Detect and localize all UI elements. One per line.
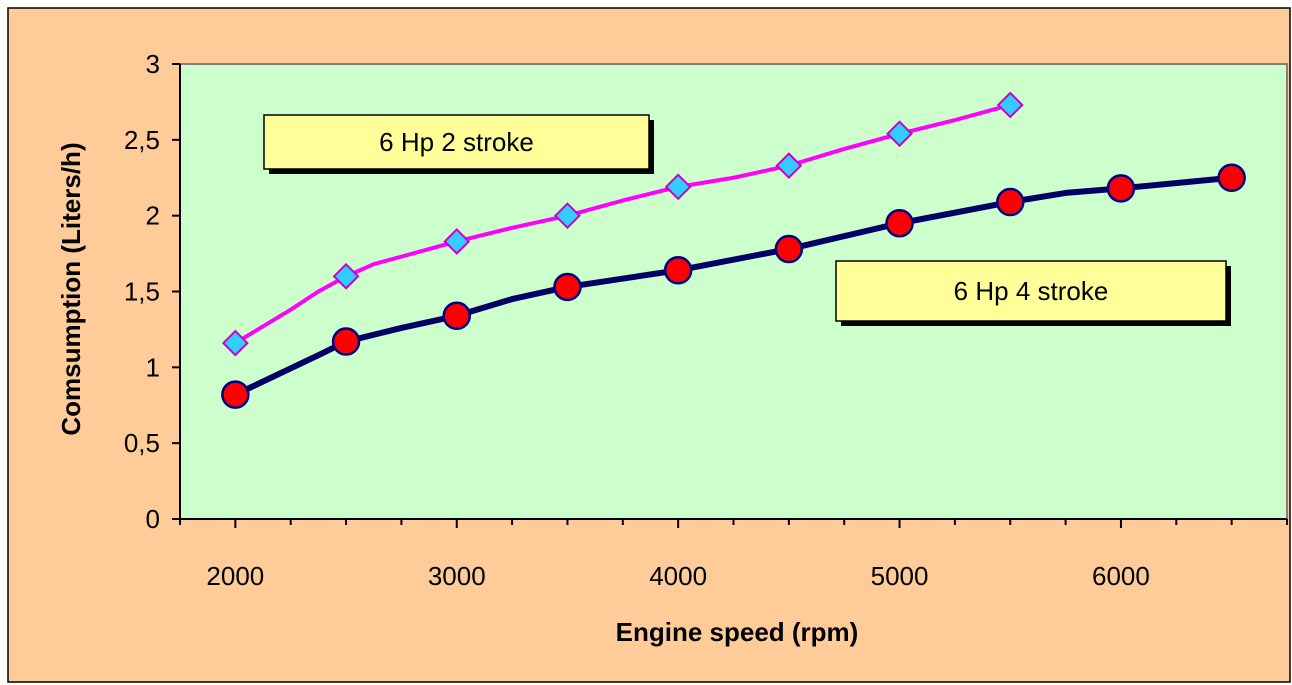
data-point-circle bbox=[996, 187, 1025, 217]
data-point-diamond bbox=[443, 228, 471, 255]
series-label: 6 Hp 4 stroke bbox=[954, 276, 1109, 306]
data-point-circle bbox=[331, 327, 361, 356]
label-box bbox=[835, 260, 1227, 322]
data-point-diamond bbox=[221, 329, 249, 357]
series-label-box: 6 Hp 4 stroke bbox=[835, 260, 1231, 326]
data-point-diamond bbox=[554, 202, 581, 230]
data-point-diamond bbox=[886, 120, 913, 148]
series-1 bbox=[221, 163, 1246, 409]
x-tick-label: 5000 bbox=[871, 561, 929, 591]
y-tick-label: 2,5 bbox=[124, 125, 160, 155]
label-box bbox=[263, 114, 650, 170]
y-tick-label: 1 bbox=[146, 352, 160, 382]
data-point-diamond bbox=[996, 91, 1024, 119]
data-point-circle bbox=[442, 301, 471, 331]
data-point-circle bbox=[663, 256, 693, 285]
y-tick-label: 2 bbox=[146, 201, 160, 231]
x-tick-label: 4000 bbox=[649, 561, 707, 591]
data-point-diamond bbox=[332, 262, 360, 290]
data-point-diamond bbox=[775, 152, 803, 180]
series-label: 6 Hp 2 stroke bbox=[379, 127, 534, 157]
data-point-circle bbox=[553, 272, 582, 302]
axes: 0 0,5 1 1,5 2 2,5 3 2000 3000 4000 5000 6000 bbox=[124, 49, 1288, 591]
data-point-circle bbox=[774, 234, 804, 264]
series-0 bbox=[221, 91, 1024, 357]
y-tick-label: 1,5 bbox=[124, 277, 160, 307]
data-point-diamond bbox=[664, 173, 692, 201]
x-axis-title: Engine speed (rpm) bbox=[616, 617, 859, 647]
series-labels: 6 Hp 2 stroke 6 Hp 4 stroke bbox=[263, 114, 1231, 326]
y-axis-title: Comsumption (Liters/h) bbox=[56, 142, 86, 435]
x-tick-label: 3000 bbox=[428, 561, 486, 591]
x-tick-label: 6000 bbox=[1092, 561, 1150, 591]
y-tick-label: 0 bbox=[146, 504, 160, 534]
data-point-circle bbox=[885, 209, 914, 238]
data-point-circle bbox=[221, 380, 250, 409]
data-point-circle bbox=[1217, 163, 1246, 192]
series-label-box: 6 Hp 2 stroke bbox=[263, 114, 654, 174]
data-point-circle bbox=[1106, 174, 1136, 203]
y-tick-label: 3 bbox=[146, 49, 160, 79]
x-tick-label: 2000 bbox=[206, 561, 264, 591]
y-tick-label: 0,5 bbox=[124, 428, 160, 458]
series-layer bbox=[221, 91, 1246, 409]
